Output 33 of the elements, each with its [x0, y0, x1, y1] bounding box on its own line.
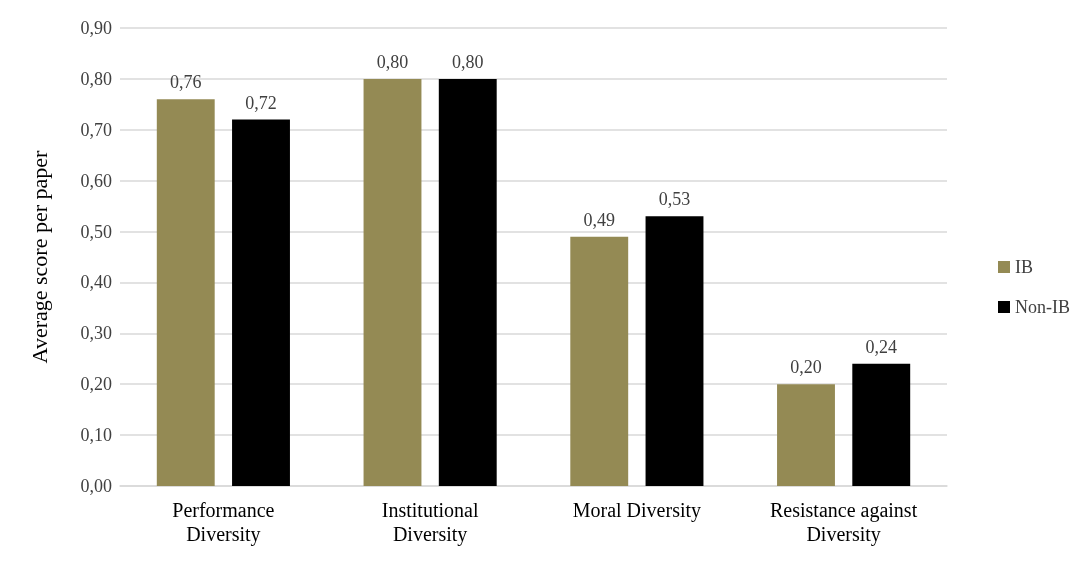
bar — [156, 99, 215, 486]
data-label: 0,80 — [376, 51, 409, 72]
bar — [570, 236, 629, 486]
y-tick-label: 0,80 — [80, 68, 112, 89]
y-tick-label: 0,90 — [80, 18, 112, 38]
bar — [645, 216, 704, 486]
bar — [852, 363, 911, 486]
data-label: 0,53 — [658, 189, 691, 210]
bar — [777, 384, 835, 486]
y-tick-label: 0,60 — [80, 170, 112, 191]
y-tick-label: 0,20 — [80, 374, 112, 395]
bar — [438, 78, 497, 486]
y-tick-label: 0,70 — [80, 119, 112, 140]
y-tick-label: 0,00 — [80, 476, 112, 496]
bar — [232, 119, 290, 486]
y-tick-label: 0,50 — [80, 221, 112, 242]
x-tick-label: Resistance against Diversity — [770, 499, 918, 546]
bar — [363, 78, 422, 486]
legend-label: IB — [1015, 257, 1034, 277]
data-label: 0,72 — [245, 92, 277, 113]
data-label: 0,76 — [170, 72, 202, 93]
y-tick-label: 0,10 — [80, 425, 112, 446]
x-tick-label: Performance Diversity — [172, 499, 275, 546]
x-tick-label: Moral Diversity — [572, 499, 702, 522]
legend-label: Non-IB — [1015, 297, 1071, 317]
x-tick-label: Institutional Diversity — [381, 499, 479, 546]
data-label: 0,20 — [790, 357, 822, 378]
data-label: 0,24 — [865, 336, 897, 357]
y-axis-title: Average score per paper — [26, 149, 52, 364]
y-tick-label: 0,40 — [80, 272, 112, 293]
y-tick-label: 0,30 — [80, 323, 112, 344]
data-label: 0,80 — [452, 51, 484, 72]
data-label: 0,49 — [583, 209, 615, 230]
